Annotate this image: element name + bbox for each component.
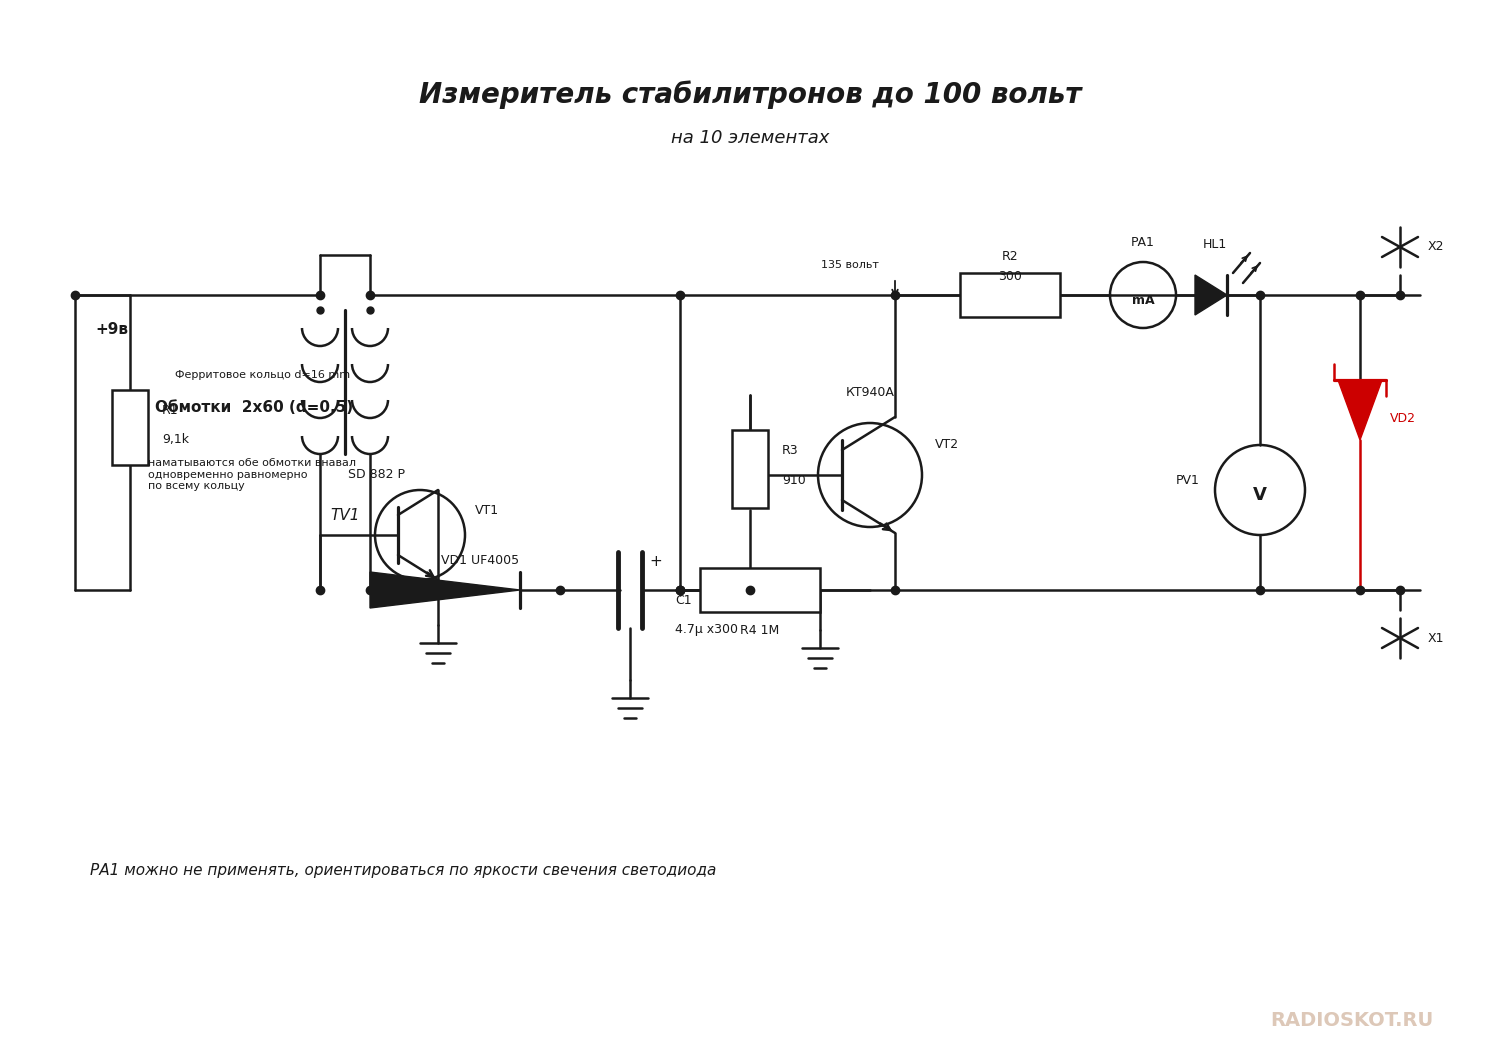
Text: РА1: РА1 — [1131, 237, 1155, 250]
Text: Обмотки  2х60 (d=0.5): Обмотки 2х60 (d=0.5) — [154, 400, 352, 415]
Polygon shape — [1196, 275, 1227, 315]
Text: X2: X2 — [1428, 240, 1444, 254]
Text: на 10 элементах: на 10 элементах — [670, 129, 830, 147]
Bar — [732, 430, 768, 508]
Polygon shape — [370, 572, 520, 609]
Text: +9в: +9в — [94, 323, 128, 338]
Text: +: + — [650, 554, 663, 569]
Text: 910: 910 — [782, 474, 806, 486]
Text: R4 1M: R4 1M — [741, 623, 780, 636]
Text: VD2: VD2 — [1390, 411, 1416, 425]
Text: R2: R2 — [1002, 251, 1019, 263]
Text: HL1: HL1 — [1203, 239, 1227, 252]
Text: 300: 300 — [998, 271, 1022, 284]
Text: mA: mA — [1131, 293, 1155, 307]
Text: PV1: PV1 — [1176, 474, 1200, 486]
Text: X1: X1 — [1428, 632, 1444, 645]
Text: VT2: VT2 — [934, 439, 958, 451]
Text: R1: R1 — [162, 404, 178, 416]
Text: Ферритовое кольцо d=16 mm: Ферритовое кольцо d=16 mm — [176, 370, 350, 380]
Text: VD1 UF4005: VD1 UF4005 — [441, 553, 519, 566]
Text: наматываются обе обмотки внавал
одновременно равномерно
по всему кольцу: наматываются обе обмотки внавал одноврем… — [148, 458, 356, 492]
Text: КТ940А: КТ940А — [846, 387, 894, 399]
Text: 9,1k: 9,1k — [162, 433, 189, 446]
Bar — [112, 390, 148, 465]
Text: V: V — [1252, 486, 1268, 504]
Bar — [700, 568, 820, 612]
Text: 135 вольт: 135 вольт — [821, 260, 879, 270]
Bar — [960, 273, 1060, 316]
Text: R3: R3 — [782, 444, 798, 457]
Text: 4.7µ х300: 4.7µ х300 — [675, 623, 738, 636]
Text: SD 882 P: SD 882 P — [348, 468, 405, 481]
Text: C1: C1 — [675, 594, 692, 606]
Text: RADIOSKOT.RU: RADIOSKOT.RU — [1270, 1011, 1434, 1029]
Text: Измеритель стабилитронов до 100 вольт: Измеритель стабилитронов до 100 вольт — [419, 81, 1082, 109]
Polygon shape — [1338, 380, 1382, 440]
Text: VT1: VT1 — [476, 503, 500, 516]
Text: РА1 можно не применять, ориентироваться по яркости свечения светодиода: РА1 можно не применять, ориентироваться … — [90, 862, 717, 877]
Text: TV1: TV1 — [330, 508, 360, 523]
